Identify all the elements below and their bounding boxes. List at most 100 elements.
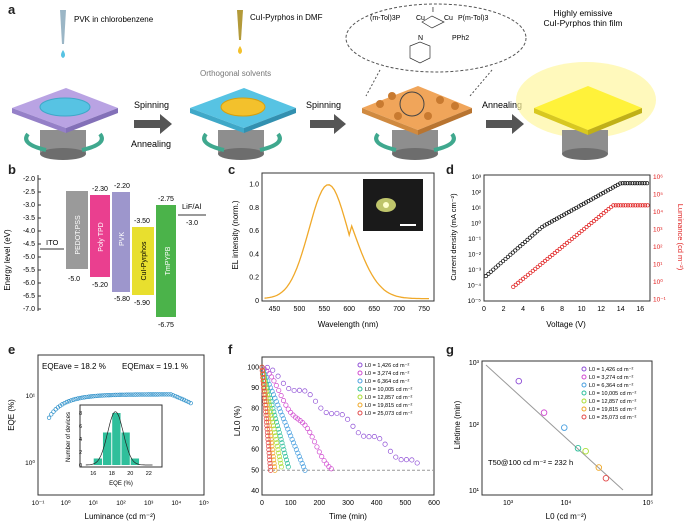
current-point — [623, 181, 628, 186]
luminance-point — [623, 203, 628, 208]
c-xtick: 750 — [418, 306, 430, 313]
c-ytick: 0.6 — [249, 228, 259, 235]
d-ytick-left: 10⁻¹ — [468, 236, 482, 243]
eqe-point — [148, 392, 154, 397]
lifetime-point — [574, 445, 582, 452]
luminance-point — [640, 203, 645, 208]
eqe-point — [146, 392, 151, 397]
current-point — [510, 250, 515, 255]
current-point — [632, 181, 637, 186]
eqe-point — [126, 392, 131, 397]
b-ytick: -5.0 — [23, 254, 35, 261]
legend-label: L0 = 10,005 cd m⁻² — [589, 391, 637, 397]
f-xtick: 500 — [399, 500, 411, 507]
orthogonal-label: Orthogonal solvents — [200, 69, 271, 78]
f-xtick: 100 — [285, 500, 297, 507]
d-xtick: 14 — [617, 306, 625, 313]
current-point — [520, 242, 525, 247]
svg-text:Wavelength (nm): Wavelength (nm) — [318, 320, 379, 329]
eqe-point — [128, 392, 134, 397]
molecule-bubble — [345, 3, 527, 73]
current-point — [645, 181, 650, 186]
lifetime-point — [561, 424, 568, 431]
lifetime-point — [582, 447, 589, 455]
c-xtick: 650 — [368, 306, 380, 313]
eqe-point — [175, 394, 180, 400]
substrate-annealed — [362, 86, 472, 160]
eqe-point — [186, 399, 191, 405]
eqe-point — [168, 392, 173, 397]
current-point — [630, 181, 635, 186]
eqe-point — [57, 403, 63, 408]
process-arrow-2 — [310, 114, 346, 134]
legend-marker — [581, 374, 587, 380]
luminance-point — [518, 278, 523, 283]
d-ytick-left: 10⁻² — [468, 252, 482, 259]
svg-text:-5.0: -5.0 — [68, 276, 80, 283]
f-ytick: 90 — [251, 385, 259, 392]
f-ytick: 40 — [251, 488, 259, 495]
eqe-point — [159, 392, 165, 397]
eqe-point — [77, 395, 83, 401]
energy-level-diagram: Energy level (eV) -2.0 -2.5 -3.0 -3.5 -4.0 -4… — [3, 175, 206, 329]
current-point — [498, 261, 503, 266]
f-xtick: 400 — [371, 500, 383, 507]
d-ytick-right: 10³ — [653, 227, 663, 234]
luminance-point — [606, 207, 611, 212]
histogram-bar — [130, 458, 140, 465]
svg-text:I: I — [432, 7, 434, 14]
eqe-point — [91, 394, 96, 399]
d-ytick-right: 10¹ — [653, 262, 663, 269]
eqe-point — [80, 395, 85, 400]
eqe-max-label: EQEmax = 19.1 % — [122, 362, 188, 371]
inset-ytick: 0 — [79, 463, 82, 469]
eqe-point — [108, 392, 114, 398]
current-point — [640, 181, 645, 186]
panel-g-label: g — [446, 342, 454, 357]
eqe-histogram-inset — [79, 404, 163, 468]
luminance-point — [574, 232, 579, 238]
current-point — [513, 248, 518, 253]
lifetime-fit-line — [485, 364, 624, 491]
eqe-point — [133, 392, 138, 397]
svg-text:Lifetime (min): Lifetime (min) — [453, 400, 462, 449]
panel-c-label: c — [228, 162, 236, 177]
svg-text:L0 (cd m⁻²): L0 (cd m⁻²) — [546, 512, 587, 521]
f-xtick: 600 — [428, 500, 440, 507]
eqe-point — [104, 393, 109, 398]
current-point — [618, 181, 623, 186]
pipette-icon-1 — [60, 10, 66, 58]
luminance-point — [530, 268, 535, 273]
b-ytick: -4.5 — [23, 241, 35, 248]
svg-text:10³: 10³ — [469, 360, 480, 367]
svg-text:Current density (mA cm⁻²): Current density (mA cm⁻²) — [449, 193, 458, 281]
d-xtick: 8 — [560, 306, 564, 313]
pipette-icon-2 — [237, 10, 243, 54]
svg-text:-5.20: -5.20 — [92, 282, 108, 289]
legend-label: L0 = 6,364 cd m⁻² — [589, 383, 633, 389]
d-xtick: 0 — [482, 306, 486, 313]
luminance-point — [542, 258, 548, 263]
f-ytick: 70 — [251, 426, 259, 433]
eqe-point — [100, 393, 105, 398]
luminance-point — [625, 203, 631, 208]
d-ytick-right: 10⁶ — [653, 174, 663, 181]
luminance-point — [591, 219, 596, 224]
eqe-point — [155, 392, 160, 397]
eqe-point — [49, 412, 54, 417]
el-spectrum-line — [264, 184, 429, 300]
svg-text:Cu: Cu — [444, 15, 453, 22]
f-ytick: 80 — [251, 405, 259, 412]
legend-label: L0 = 3,274 cd m⁻² — [365, 371, 409, 377]
cupyrphos-bar — [132, 227, 154, 295]
luminance-point — [604, 209, 609, 214]
svg-text:EQE (%): EQE (%) — [7, 399, 16, 431]
emissive-film — [516, 62, 656, 160]
eqe-point — [173, 393, 178, 399]
eqe-point — [177, 395, 182, 401]
svg-text:EQE (%): EQE (%) — [109, 481, 133, 487]
d-ytick-right: 10⁻¹ — [653, 297, 667, 304]
el-spectrum-chart: EL intensity (norm.) 450 500 550 600 650 700 7… — [231, 172, 435, 329]
b-ytick: -2.0 — [23, 176, 35, 183]
b-ytick: -3.5 — [23, 215, 35, 222]
